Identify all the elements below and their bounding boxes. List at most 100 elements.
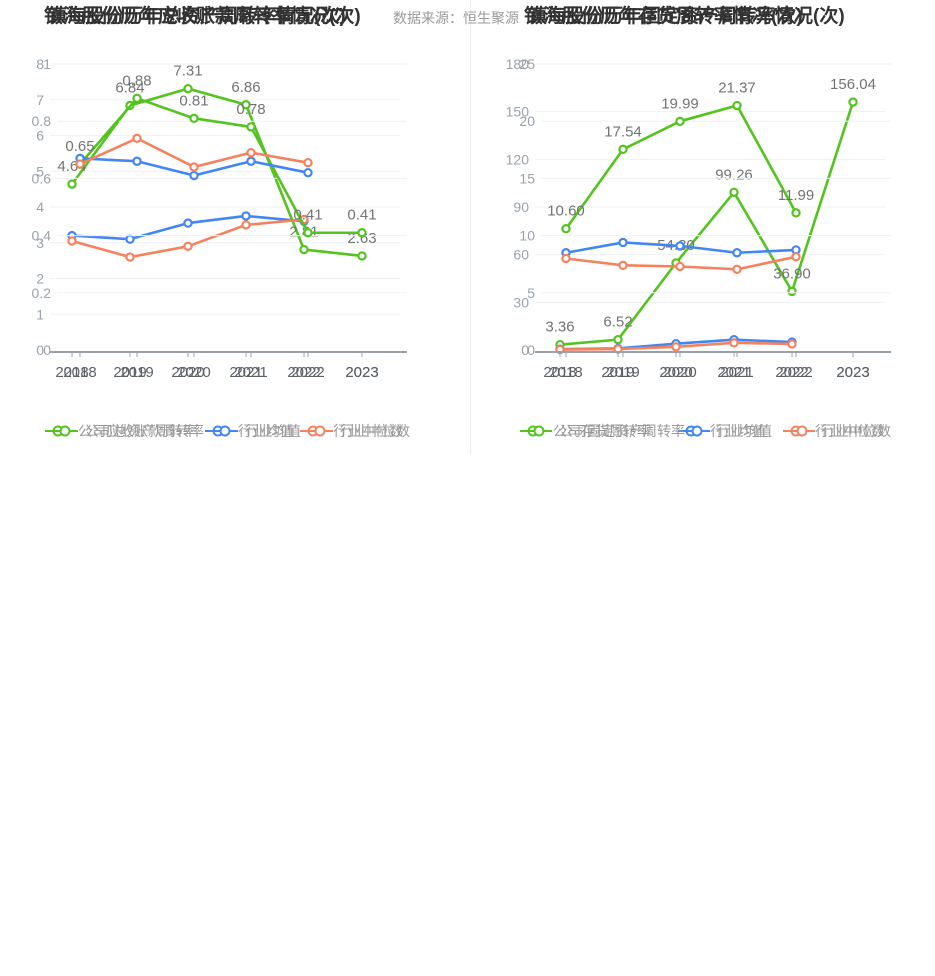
data-point[interactable] [189, 162, 199, 172]
data-point[interactable] [241, 220, 251, 230]
chart-title: 镇海股份历年固定资产周转率情况(次) [528, 4, 845, 27]
value-label: 0.81 [179, 92, 208, 109]
series-industry_mean[interactable] [561, 237, 801, 258]
data-point[interactable] [303, 167, 313, 178]
data-point[interactable] [125, 234, 135, 244]
x-axis-year-label: 2018 [63, 364, 96, 381]
series-industry_mean[interactable] [75, 153, 313, 181]
x-axis-year-label: 2020 [177, 364, 210, 381]
data-point[interactable] [75, 159, 85, 169]
data-point[interactable] [732, 100, 742, 111]
value-label: 0.41 [293, 207, 322, 224]
series-industry_median[interactable] [75, 133, 313, 172]
x-axis-year-label: 2023 [345, 364, 378, 381]
data-point[interactable] [183, 241, 193, 252]
value-label: 6.86 [231, 79, 260, 96]
data-point[interactable] [613, 334, 623, 345]
data-point[interactable] [183, 218, 193, 228]
data-point[interactable] [241, 100, 251, 110]
data-point[interactable] [183, 83, 193, 94]
value-label: 0.65 [65, 138, 94, 155]
data-point[interactable] [67, 236, 77, 246]
y-axis-tick-label: 0.6 [32, 170, 52, 186]
value-label: 0.78 [236, 101, 265, 118]
data-point[interactable] [125, 252, 135, 262]
series-line[interactable] [79, 97, 362, 235]
y-axis-tick-label: 20 [519, 113, 535, 129]
data-point[interactable] [357, 251, 367, 261]
data-point[interactable] [732, 264, 742, 275]
legend-label: 公司存货周转率 [553, 423, 651, 439]
data-point[interactable] [132, 133, 142, 144]
data-point[interactable] [246, 156, 256, 166]
chart-title: 镇海股份历年总资产周转率情况(次) [48, 4, 346, 27]
y-axis-tick-label: 150 [506, 104, 530, 120]
data-point[interactable] [241, 211, 251, 221]
x-axis-year-label: 2019 [120, 364, 153, 381]
legend-item[interactable]: 行业均值 [684, 423, 772, 439]
data-point[interactable] [618, 237, 628, 248]
panel-divider [470, 0, 471, 455]
data-point[interactable] [675, 241, 685, 251]
y-axis-tick-label: 0 [36, 342, 44, 358]
chart-layer: 公司总资产周转率 行业均值 行业中位数 [52, 63, 410, 439]
x-axis-year-label: 2022 [775, 364, 808, 381]
data-point[interactable] [675, 261, 685, 272]
data-point[interactable] [618, 144, 628, 155]
series-company[interactable] [561, 100, 801, 234]
data-point[interactable] [561, 253, 571, 264]
data-point[interactable] [787, 286, 797, 297]
series-company[interactable] [75, 93, 367, 238]
legend-item[interactable]: 行业中位数 [789, 423, 891, 439]
y-axis-tick-label: 0 [521, 342, 529, 358]
y-axis-tick-label: 0.2 [32, 285, 52, 301]
legend-item[interactable]: 公司总资产周转率 [52, 423, 197, 439]
data-point[interactable] [189, 170, 199, 181]
series-line[interactable] [559, 101, 855, 346]
legend-label: 行业中位数 [815, 423, 885, 439]
data-point[interactable] [732, 248, 742, 258]
value-label: 21.37 [718, 80, 756, 97]
data-point[interactable] [246, 147, 256, 158]
data-point[interactable] [791, 252, 801, 262]
data-point[interactable] [791, 208, 801, 218]
data-point[interactable] [618, 260, 628, 271]
legend-label: 行业均值 [245, 423, 301, 439]
data-source-note: 数据来源：恒生聚源 [393, 10, 519, 26]
legend-label: 公司总资产周转率 [85, 423, 197, 439]
data-point[interactable] [787, 339, 797, 349]
data-point[interactable] [299, 244, 309, 255]
data-point[interactable] [729, 338, 739, 348]
data-point[interactable] [189, 113, 199, 124]
data-point[interactable] [671, 342, 681, 352]
data-point[interactable] [357, 228, 367, 238]
y-axis-tick-label: 10 [519, 228, 535, 244]
x-axis-year-label: 2021 [720, 364, 753, 381]
value-label: 3.36 [545, 319, 574, 336]
data-point[interactable] [848, 97, 858, 107]
data-point[interactable] [561, 224, 571, 234]
y-axis-tick-label: 4 [36, 199, 44, 215]
x-axis-year-label: 2020 [659, 364, 692, 381]
series-company[interactable] [555, 97, 858, 350]
data-point[interactable] [67, 179, 77, 189]
legend-item[interactable]: 行业中位数 [307, 423, 410, 439]
y-axis-tick-label: 180 [506, 56, 530, 72]
legend-item[interactable]: 行业均值 [212, 423, 301, 439]
data-point[interactable] [729, 187, 739, 197]
legend-item[interactable]: 公司固定资产周转率 [526, 423, 685, 439]
data-point[interactable] [303, 157, 313, 168]
series-industry_mean[interactable] [67, 211, 309, 244]
series-industry_median[interactable] [561, 252, 801, 275]
data-point[interactable] [132, 156, 142, 166]
data-point[interactable] [132, 93, 142, 104]
y-axis-tick-label: 0.8 [32, 113, 52, 129]
data-point[interactable] [246, 122, 256, 132]
legend-ring-icon [796, 425, 808, 437]
data-point[interactable] [675, 116, 685, 127]
legend-ring-icon [691, 425, 703, 437]
data-point[interactable] [303, 228, 313, 238]
legend-label: 公司固定资产周转率 [559, 423, 685, 439]
series-industry_median[interactable] [67, 214, 309, 262]
